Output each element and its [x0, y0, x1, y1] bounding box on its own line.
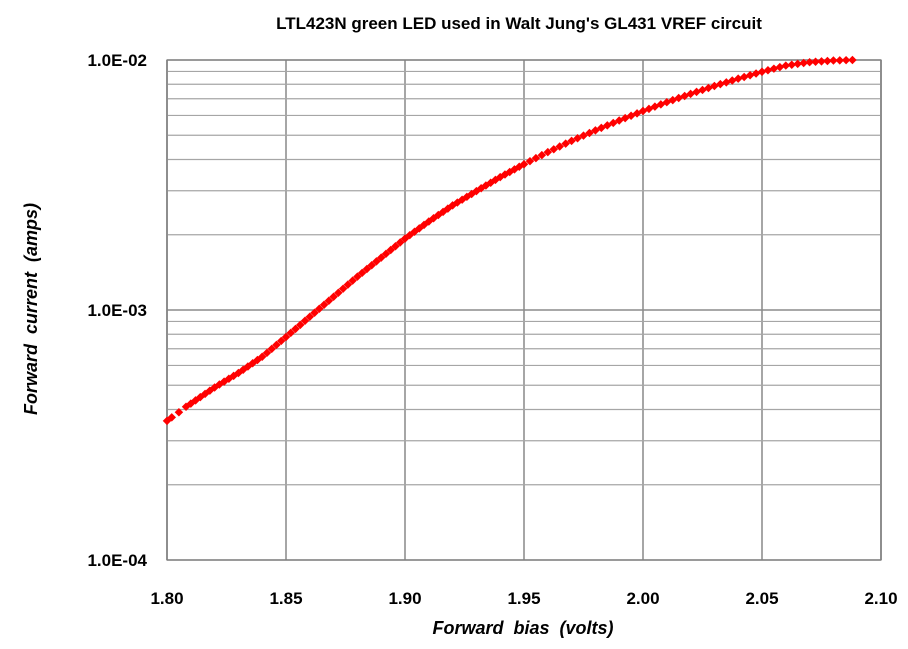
x-tick-label: 2.00 — [626, 589, 659, 608]
x-axis-tick-labels: 1.80 1.85 1.90 1.95 2.00 2.05 2.10 — [150, 589, 897, 608]
data-series — [162, 55, 857, 426]
data-point-marker — [775, 62, 785, 72]
y-axis-title: Forward current (amps) — [21, 203, 41, 415]
data-point-marker — [362, 264, 372, 274]
data-point-marker — [174, 407, 184, 417]
data-point-marker — [329, 292, 338, 301]
data-point-marker — [296, 320, 305, 330]
data-point-marker — [376, 253, 386, 262]
x-tick-label: 1.85 — [269, 589, 302, 608]
data-point-marker — [763, 66, 773, 75]
data-point-marker — [315, 304, 324, 313]
y-tick-label: 1.0E-03 — [87, 301, 147, 320]
y-tick-label: 1.0E-04 — [87, 551, 147, 570]
data-point-marker — [357, 268, 367, 278]
data-point-marker — [386, 245, 395, 255]
data-point-marker — [310, 308, 319, 317]
chart-title: LTL423N green LED used in Walt Jung's GL… — [276, 14, 762, 33]
data-point-marker — [391, 241, 400, 251]
x-tick-label: 2.10 — [864, 589, 897, 608]
data-point-marker — [343, 280, 353, 289]
x-tick-label: 1.90 — [388, 589, 421, 608]
data-point-marker — [267, 344, 276, 354]
data-point-marker — [334, 288, 343, 297]
data-point-marker — [381, 249, 391, 259]
data-point-marker — [281, 332, 291, 342]
data-point-marker — [367, 260, 376, 270]
data-point-marker — [300, 316, 310, 326]
plot-area — [166, 59, 882, 561]
data-point-marker — [348, 276, 357, 285]
data-point-marker — [324, 296, 334, 305]
data-point-marker — [319, 300, 329, 309]
data-point-marker — [276, 336, 286, 346]
data-point-marker — [372, 257, 381, 266]
data-point-marker — [167, 413, 177, 422]
data-point-marker — [262, 348, 272, 358]
data-point-marker — [848, 55, 857, 65]
data-point-marker — [305, 312, 315, 321]
grid — [166, 59, 882, 561]
x-axis-title: Forward bias (volts) — [432, 618, 613, 638]
y-tick-label: 1.0E-02 — [87, 51, 147, 70]
x-tick-label: 1.80 — [150, 589, 183, 608]
data-point-marker — [257, 352, 267, 362]
data-point-marker — [353, 272, 362, 281]
data-point-marker — [272, 340, 281, 350]
x-tick-label: 1.95 — [507, 589, 540, 608]
y-axis-tick-labels: 1.0E-04 1.0E-03 1.0E-02 — [87, 51, 147, 570]
x-tick-label: 2.05 — [745, 589, 778, 608]
data-point-marker — [338, 284, 348, 293]
data-point-marker — [286, 328, 296, 338]
data-point-marker — [291, 324, 300, 334]
data-point-marker — [395, 238, 405, 247]
